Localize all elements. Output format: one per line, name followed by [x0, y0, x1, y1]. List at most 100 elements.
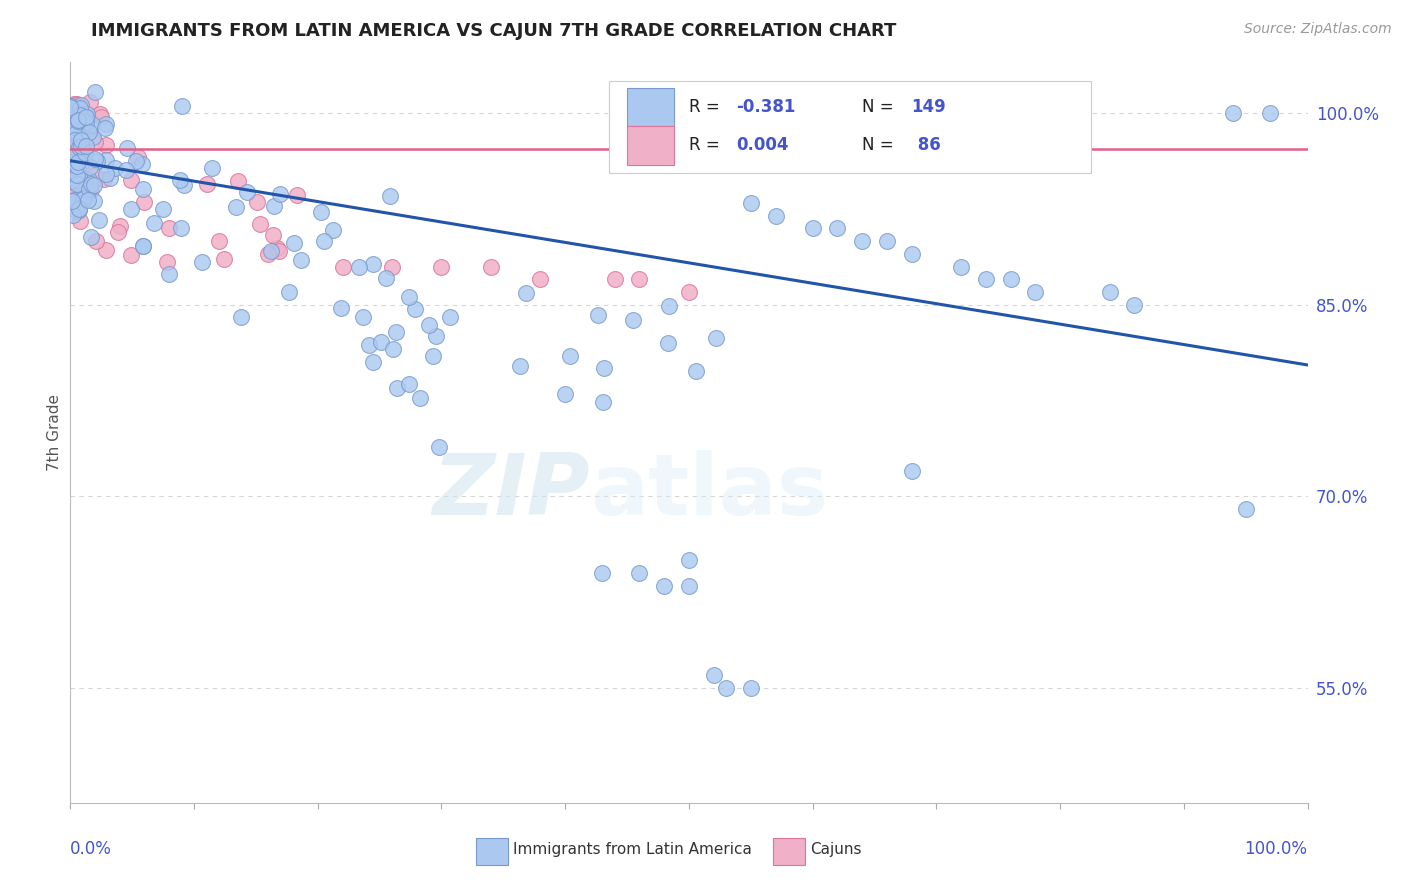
Point	[62, 148, 84, 162]
Point	[107, 225, 129, 239]
Point	[172, 99, 194, 113]
Point	[77, 182, 100, 196]
Point	[132, 182, 155, 196]
Y-axis label: 7th Grade: 7th Grade	[46, 394, 62, 471]
Point	[509, 359, 531, 373]
Point	[76, 106, 98, 120]
Point	[257, 247, 280, 261]
Point	[628, 566, 651, 580]
Point	[370, 334, 392, 349]
Point	[900, 247, 922, 261]
Point	[678, 285, 700, 300]
Point	[59, 123, 82, 137]
Point	[67, 113, 90, 128]
Point	[621, 313, 644, 327]
Point	[658, 299, 681, 313]
Text: 149: 149	[911, 98, 946, 116]
Point	[558, 349, 581, 363]
Point	[67, 169, 90, 183]
Point	[62, 176, 84, 190]
Point	[765, 209, 787, 223]
Point	[59, 138, 82, 153]
Point	[157, 268, 180, 282]
Point	[83, 194, 105, 208]
Point	[62, 185, 84, 199]
Point	[349, 260, 371, 274]
Point	[142, 216, 165, 230]
Point	[225, 200, 247, 214]
Point	[132, 239, 155, 253]
Point	[125, 153, 148, 168]
Point	[87, 213, 110, 227]
Point	[67, 155, 90, 169]
Point	[63, 193, 86, 207]
Point	[974, 272, 997, 286]
Point	[63, 106, 86, 120]
Point	[69, 108, 91, 122]
Point	[740, 681, 762, 695]
Point	[127, 150, 149, 164]
Text: R =: R =	[689, 136, 725, 154]
Point	[104, 161, 127, 175]
Point	[132, 195, 155, 210]
Point	[84, 152, 107, 166]
Point	[269, 187, 291, 202]
Point	[678, 579, 700, 593]
Point	[352, 310, 374, 325]
Point	[69, 131, 91, 145]
Point	[439, 310, 461, 324]
Text: N =: N =	[862, 136, 898, 154]
Point	[75, 139, 97, 153]
Point	[157, 221, 180, 235]
Point	[66, 97, 89, 112]
Point	[59, 177, 82, 191]
Point	[80, 119, 103, 133]
Point	[703, 668, 725, 682]
Point	[70, 155, 93, 169]
Text: 0.004: 0.004	[735, 136, 789, 154]
Point	[361, 257, 384, 271]
Point	[63, 157, 86, 171]
Point	[69, 168, 91, 182]
Point	[66, 177, 89, 191]
Point	[83, 178, 105, 192]
Text: 86: 86	[911, 136, 941, 154]
FancyBboxPatch shape	[609, 81, 1091, 173]
Text: Source: ZipAtlas.com: Source: ZipAtlas.com	[1244, 22, 1392, 37]
Point	[66, 160, 89, 174]
Point	[212, 252, 235, 266]
Point	[418, 318, 440, 333]
Point	[115, 140, 138, 154]
Point	[59, 128, 82, 142]
Point	[70, 133, 93, 147]
Point	[72, 192, 94, 206]
Point	[226, 174, 249, 188]
Point	[229, 310, 252, 324]
Point	[59, 159, 82, 173]
Point	[69, 154, 91, 169]
Point	[62, 145, 84, 160]
Point	[59, 174, 82, 188]
Point	[63, 171, 86, 186]
Point	[76, 127, 98, 141]
Point	[283, 235, 305, 250]
Point	[75, 180, 97, 194]
Point	[1123, 298, 1146, 312]
Point	[312, 235, 335, 249]
Point	[70, 145, 93, 159]
Point	[62, 129, 84, 144]
Point	[132, 238, 155, 252]
Point	[208, 234, 231, 248]
Point	[69, 150, 91, 164]
Point	[249, 217, 271, 231]
Point	[236, 185, 259, 199]
Point	[398, 377, 420, 392]
Point	[430, 260, 453, 274]
Point	[322, 222, 344, 236]
Point	[361, 355, 384, 369]
Point	[66, 181, 89, 195]
Point	[427, 440, 450, 454]
Point	[73, 175, 96, 189]
Text: Cajuns: Cajuns	[810, 842, 862, 857]
Point	[70, 187, 93, 202]
